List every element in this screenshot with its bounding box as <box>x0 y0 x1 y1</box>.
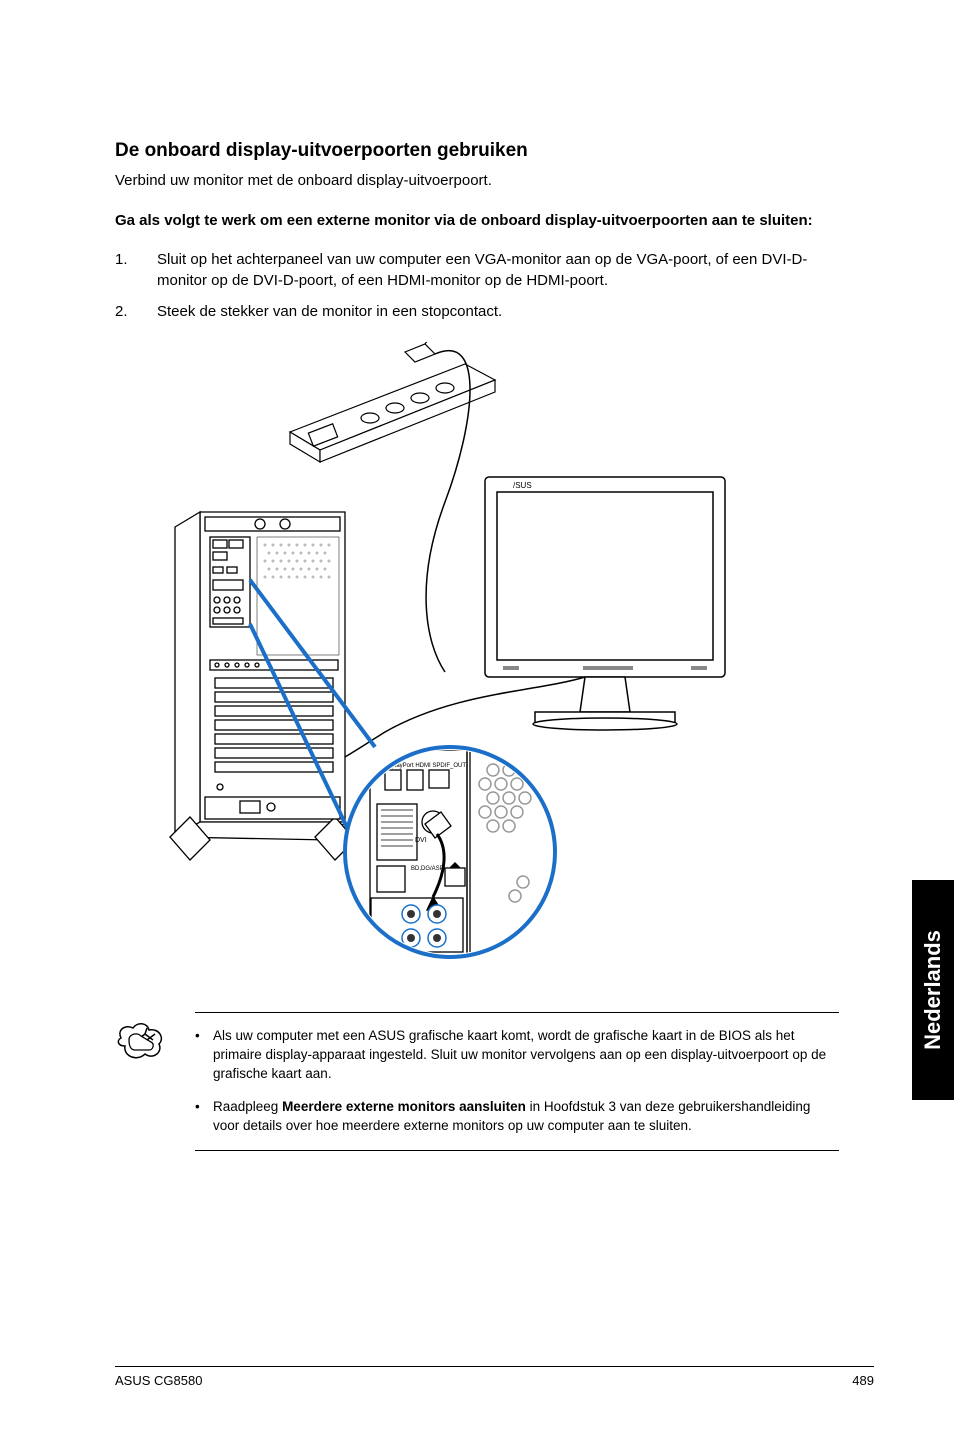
bullet-icon: • <box>195 1027 213 1084</box>
note-box: • Als uw computer met een ASUS grafische… <box>195 1012 839 1150</box>
svg-text:BD,DG/ASP: BD,DG/ASP <box>411 866 444 872</box>
procedure-heading: Ga als volgt te werk om een externe moni… <box>115 211 839 231</box>
note-item: • Raadpleeg Meerdere externe monitors aa… <box>195 1098 839 1136</box>
callout-zoom-icon: DisplayPort HDMI SPDIF_OUT <box>345 747 555 960</box>
note-text: Raadpleeg Meerdere externe monitors aans… <box>213 1098 839 1136</box>
svg-text:/SUS: /SUS <box>513 481 532 490</box>
bullet-icon: • <box>195 1098 213 1136</box>
footer-page-number: 489 <box>852 1373 874 1388</box>
intro-text: Verbind uw monitor met de onboard displa… <box>115 172 839 189</box>
svg-text:DVI: DVI <box>415 837 427 844</box>
step-item: 1. Sluit op het achterpaneel van uw comp… <box>115 249 839 291</box>
page-footer: ASUS CG8580 489 <box>115 1366 874 1388</box>
footer-model: ASUS CG8580 <box>115 1373 202 1388</box>
page-heading: De onboard display-uitvoerpoorten gebrui… <box>115 140 839 162</box>
step-number: 1. <box>115 249 157 291</box>
connection-diagram: /SUS <box>115 342 839 982</box>
note-item: • Als uw computer met een ASUS grafische… <box>195 1027 839 1084</box>
step-list: 1. Sluit op het achterpaneel van uw comp… <box>115 249 839 322</box>
step-text: Sluit op het achterpaneel van uw compute… <box>157 249 839 291</box>
monitor-icon: /SUS <box>485 477 725 730</box>
language-tab: Nederlands <box>912 880 954 1100</box>
step-text: Steek de stekker van de monitor in een s… <box>157 301 839 322</box>
note-text: Als uw computer met een ASUS grafische k… <box>213 1027 839 1084</box>
step-number: 2. <box>115 301 157 322</box>
step-item: 2. Steek de stekker van de monitor in ee… <box>115 301 839 322</box>
note-hand-icon <box>115 1020 167 1065</box>
